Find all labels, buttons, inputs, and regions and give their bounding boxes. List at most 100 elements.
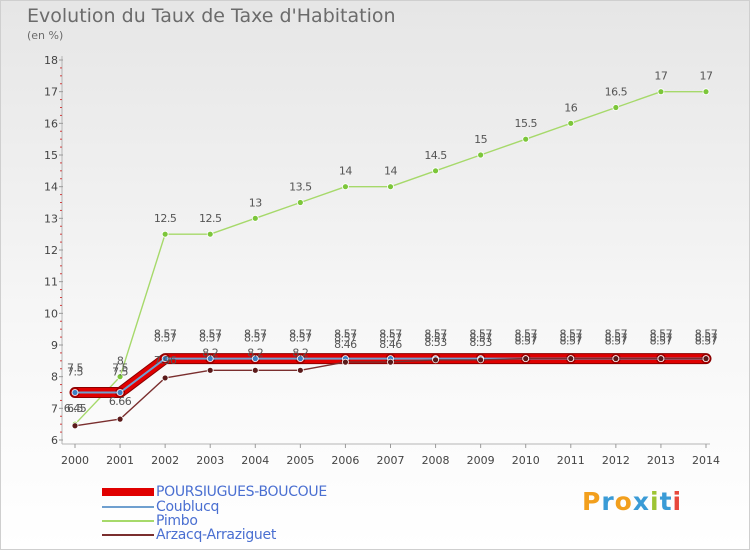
- data-label: 13: [249, 196, 262, 209]
- proxiti-logo: Proxiti: [582, 487, 682, 516]
- data-label: 8.57: [650, 332, 673, 345]
- data-label: 6.5: [67, 402, 83, 415]
- data-point: [477, 356, 485, 364]
- chart-subtitle: (en %): [27, 29, 64, 42]
- x-tick-label: 2007: [377, 454, 405, 467]
- data-label: 8.57: [379, 328, 402, 341]
- data-label: 14.5: [424, 149, 447, 162]
- data-label: 14: [384, 165, 397, 178]
- data-point: [251, 355, 259, 363]
- data-point: [296, 366, 304, 374]
- data-point: [387, 358, 394, 366]
- data-label: 15: [474, 133, 487, 146]
- data-point: [161, 355, 169, 363]
- y-tick-label: 11: [44, 276, 58, 289]
- data-point: [116, 389, 124, 396]
- data-label: 8: [117, 355, 124, 368]
- data-point: [612, 355, 620, 363]
- logo-letter: i: [672, 487, 683, 516]
- data-label: 8.57: [650, 335, 673, 348]
- legend-swatch: [102, 520, 154, 522]
- data-label: 8.2: [292, 346, 308, 359]
- data-label: 8.57: [154, 332, 177, 345]
- data-label: 6.66: [109, 395, 132, 408]
- data-label: 13.5: [289, 181, 312, 194]
- data-label: 8.57: [469, 332, 492, 345]
- data-label: 8.57: [289, 328, 312, 341]
- data-point: [251, 214, 259, 222]
- legend-item: Pimbo: [102, 513, 198, 529]
- data-label: 8.53: [469, 336, 492, 349]
- data-label: 8.57: [605, 328, 628, 341]
- data-label: 8.53: [424, 336, 447, 349]
- x-tick-label: 2001: [106, 454, 134, 467]
- data-label: 8.2: [247, 346, 263, 359]
- legend-swatch: [102, 534, 154, 536]
- data-label: 8.57: [334, 328, 357, 341]
- data-label: 8.57: [289, 332, 312, 345]
- y-tick-label: 10: [44, 307, 58, 320]
- data-label: 14: [339, 165, 352, 178]
- data-label: 16: [564, 101, 577, 114]
- data-label: 7.5: [112, 362, 128, 375]
- data-label: 8.57: [244, 328, 267, 341]
- data-point: [206, 230, 214, 238]
- data-label: 7.96: [154, 354, 177, 367]
- data-label: 8.57: [605, 332, 628, 345]
- data-point: [702, 355, 710, 363]
- data-label: 6.45: [64, 402, 87, 415]
- data-label: 8.57: [695, 328, 718, 341]
- data-point: [161, 374, 169, 382]
- x-tick-label: 2004: [241, 454, 269, 467]
- x-tick-label: 2010: [512, 454, 540, 467]
- data-point: [612, 104, 620, 111]
- data-point: [206, 366, 214, 374]
- data-point: [71, 422, 79, 430]
- x-tick-label: 2000: [61, 454, 89, 467]
- y-tick-label: 8: [51, 371, 58, 384]
- legend-label: Coublucq: [156, 499, 220, 515]
- x-tick-label: 2005: [286, 454, 314, 467]
- data-point: [432, 167, 439, 175]
- data-point: [567, 119, 575, 127]
- data-point: [251, 366, 259, 374]
- logo-letter: i: [650, 487, 660, 516]
- data-label: 17: [700, 70, 713, 83]
- x-tick-label: 2003: [196, 454, 224, 467]
- data-label: 8.57: [424, 328, 447, 341]
- logo-letter: t: [659, 487, 673, 516]
- data-label: 8.57: [560, 328, 583, 341]
- x-tick-label: 2013: [647, 454, 675, 467]
- data-point: [71, 389, 79, 396]
- data-point: [567, 355, 575, 363]
- legend-label: POURSIUGUES-BOUCOUE: [156, 484, 327, 500]
- data-label: 16.5: [605, 86, 628, 99]
- data-label: 8.57: [334, 332, 357, 345]
- chart-title: Evolution du Taux de Taxe d'Habitation: [27, 5, 396, 27]
- y-tick-label: 14: [44, 181, 58, 194]
- series-3: [71, 355, 710, 430]
- data-label: 8.46: [379, 338, 402, 351]
- logo-letter: r: [601, 487, 615, 516]
- data-label: 8.46: [334, 338, 357, 351]
- data-label: 8.57: [424, 332, 447, 345]
- y-tick-label: 16: [44, 117, 58, 130]
- data-label: 8.57: [650, 328, 673, 341]
- data-label: 7.5: [67, 366, 83, 379]
- data-label: 8.57: [560, 332, 583, 345]
- data-label: 8.57: [379, 332, 402, 345]
- legend-swatch: [102, 506, 154, 508]
- data-point: [296, 355, 304, 363]
- data-label: 15.5: [514, 117, 537, 130]
- data-label: 8.57: [695, 335, 718, 348]
- axes: 6 7 8 9 10 11 12 13 14 15 16 17 18 2000 2001 2002 2003 20…: [44, 54, 720, 467]
- data-point: [522, 135, 530, 143]
- data-point: [342, 183, 349, 191]
- series-line: [74, 357, 707, 427]
- data-point: [657, 355, 665, 363]
- data-label: 12.5: [154, 212, 177, 225]
- data-label: 8.57: [469, 328, 492, 341]
- legend-swatch: [102, 488, 154, 496]
